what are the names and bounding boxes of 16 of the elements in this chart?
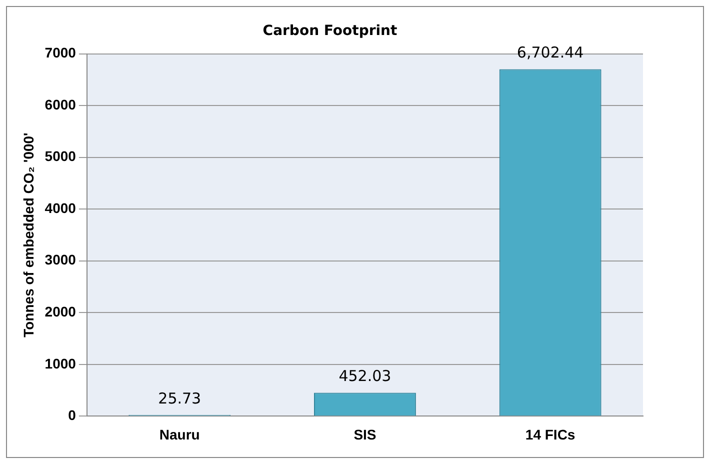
- y-tick-label: 3000: [44, 252, 76, 268]
- y-tick-label: 7000: [44, 44, 76, 61]
- chart-title: Carbon Footprint: [262, 23, 398, 40]
- y-tick-label: 5000: [44, 148, 76, 164]
- x-tick-label: SIS: [354, 426, 376, 442]
- x-tick-label: Nauru: [159, 426, 200, 442]
- y-tick-label: 2000: [44, 304, 76, 320]
- data-label: 25.73: [158, 389, 202, 408]
- x-tick-label: 14 FICs: [525, 426, 576, 442]
- y-tick-label: 1000: [44, 355, 76, 372]
- data-label: 452.03: [338, 367, 392, 386]
- y-tick-label: 4000: [44, 200, 76, 216]
- y-axis-title: Tonnes of embedded CO₂ '000': [20, 132, 36, 338]
- data-label: 6,702.44: [516, 44, 584, 62]
- y-tick-label: 6000: [44, 96, 76, 112]
- y-tick-label: 0: [68, 407, 76, 424]
